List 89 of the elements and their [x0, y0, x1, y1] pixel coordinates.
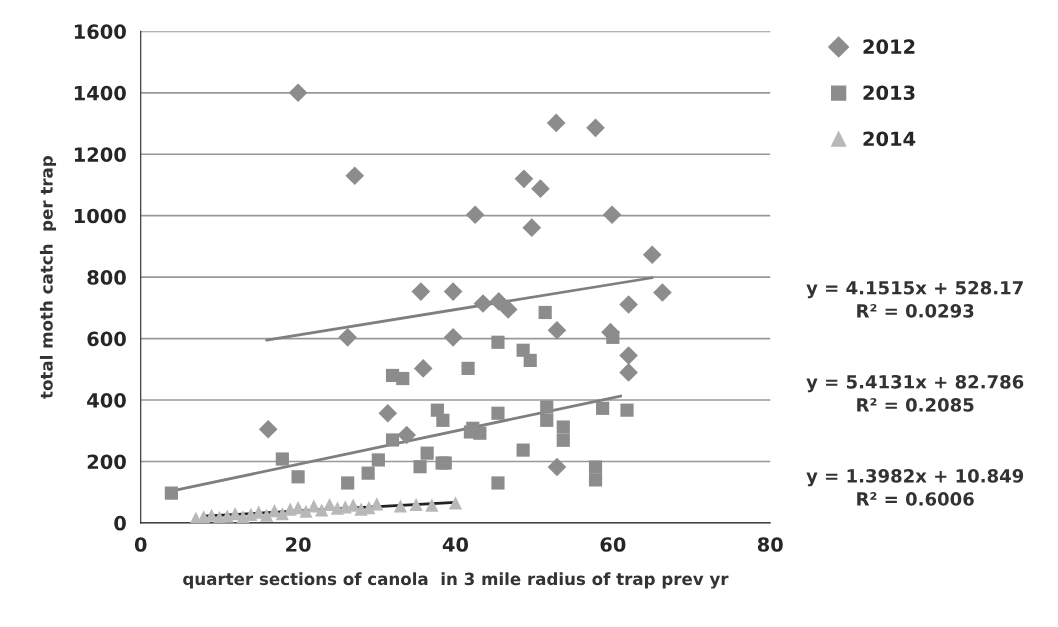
x-axis-title: quarter sections of canola in 3 mile radius of trap prev yr — [183, 572, 729, 589]
point — [345, 166, 365, 186]
point — [425, 498, 439, 512]
point — [516, 443, 530, 457]
point — [436, 413, 450, 427]
point — [393, 499, 407, 513]
point — [397, 425, 416, 445]
point — [164, 486, 178, 500]
point — [653, 283, 672, 302]
point — [620, 403, 634, 417]
point — [409, 497, 423, 512]
point — [540, 400, 554, 414]
point — [642, 245, 662, 265]
point — [522, 218, 542, 237]
y-tick-label: 0 — [114, 515, 126, 531]
legend-label: 2012 — [863, 39, 915, 55]
point — [341, 476, 355, 490]
point — [498, 300, 518, 319]
point — [413, 460, 427, 474]
point — [448, 496, 463, 510]
point — [258, 419, 278, 439]
point — [396, 371, 410, 386]
point — [420, 446, 434, 460]
y-axis-title: total moth catch per trap — [39, 156, 57, 399]
point — [556, 433, 570, 447]
point — [361, 466, 375, 480]
point — [473, 294, 493, 313]
point — [465, 205, 485, 225]
point — [371, 453, 385, 467]
point — [385, 433, 400, 447]
point — [291, 470, 305, 484]
point — [362, 500, 376, 515]
y-tick-label: 1400 — [74, 85, 126, 101]
point — [546, 113, 566, 133]
point — [370, 497, 384, 511]
point — [619, 295, 638, 314]
x-tick-label: 80 — [757, 537, 783, 552]
point — [461, 361, 475, 375]
point — [531, 179, 550, 198]
point — [378, 403, 398, 423]
point — [588, 473, 603, 487]
point — [413, 359, 433, 378]
text: y = 5.4131x + 82.786 R² = 0.2085 — [806, 374, 1024, 412]
point — [547, 457, 567, 477]
y-tick-label: 400 — [87, 392, 126, 408]
point — [315, 503, 329, 517]
point — [299, 504, 313, 518]
y-tick-label: 800 — [87, 270, 126, 285]
x-tick-label: 0 — [134, 537, 147, 552]
point — [491, 335, 505, 349]
point — [489, 292, 509, 311]
point — [514, 169, 534, 189]
point — [588, 460, 603, 474]
text: y = 1.3982x + 10.849 R² = 0.6006 — [806, 469, 1024, 506]
point — [538, 305, 552, 320]
y-tick-label: 1000 — [74, 208, 126, 224]
y-tick-label: 1600 — [74, 24, 126, 40]
point — [228, 507, 242, 521]
point — [338, 328, 357, 347]
point — [491, 476, 505, 490]
point — [596, 401, 610, 415]
point — [619, 363, 638, 382]
point — [411, 282, 431, 301]
point — [275, 507, 289, 521]
point — [443, 282, 463, 301]
point — [307, 499, 321, 513]
point — [260, 508, 274, 522]
point — [252, 505, 266, 519]
point — [540, 413, 554, 427]
legend-label: 2013 — [863, 85, 915, 101]
point — [523, 353, 537, 367]
point — [602, 205, 622, 225]
text: y = 4.1515x + 528.17 R² = 0.0293 — [806, 280, 1023, 318]
point — [346, 498, 360, 512]
point — [288, 83, 308, 103]
x-tick-label: 20 — [286, 537, 311, 552]
y-tick-label: 1200 — [74, 147, 126, 162]
y-tick-label: 600 — [87, 331, 126, 347]
point — [556, 420, 570, 434]
point — [547, 320, 567, 340]
point — [619, 346, 638, 365]
point — [586, 118, 605, 138]
point — [491, 406, 505, 420]
x-tick-label: 60 — [600, 537, 626, 552]
legend-label: 2014 — [863, 131, 916, 147]
x-tick-label: 40 — [442, 537, 469, 552]
point — [443, 328, 463, 347]
point — [275, 452, 289, 466]
y-tick-label: 200 — [87, 454, 126, 470]
